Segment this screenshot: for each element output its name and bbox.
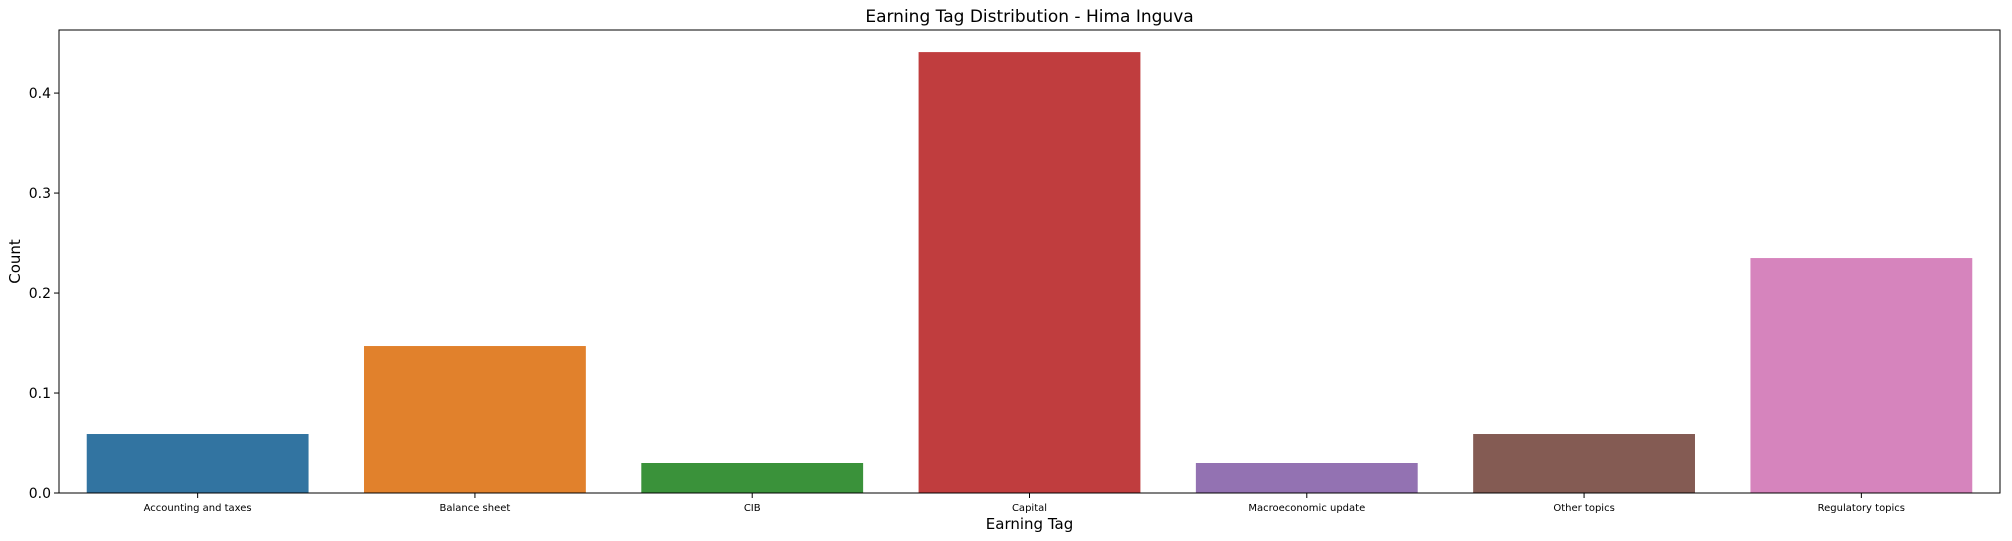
bar-cib <box>641 463 864 493</box>
x-tick-label: CIB <box>744 503 761 514</box>
x-tick-label: Macroeconomic update <box>1248 503 1365 514</box>
x-tick-label: Balance sheet <box>440 503 511 514</box>
x-tick-label: Regulatory topics <box>1818 503 1905 514</box>
y-axis-ticks: 0.0 0.1 0.2 0.3 0.4 <box>29 86 59 502</box>
y-tick-label: 0.0 <box>29 486 51 502</box>
x-axis-label: Earning Tag <box>986 515 1073 533</box>
bars-group <box>86 52 1973 494</box>
chart-title: Earning Tag Distribution - Hima Inguva <box>865 7 1193 27</box>
x-axis-ticks: Accounting and taxes Balance sheet CIB Capi… <box>144 493 1905 514</box>
bar-regulatory-topics <box>1750 258 1973 493</box>
plot-frame <box>58 29 2001 494</box>
bar-accounting-and-taxes <box>86 434 309 493</box>
x-tick-label: Accounting and taxes <box>144 503 252 514</box>
bar-other-topics <box>1473 434 1695 493</box>
y-axis-label: Count <box>6 239 24 284</box>
x-tick-label: Capital <box>1012 503 1047 514</box>
y-tick-label: 0.3 <box>29 186 51 202</box>
x-tick-label: Other topics <box>1553 503 1614 514</box>
bar-capital <box>918 52 1141 494</box>
y-tick-label: 0.4 <box>29 86 51 102</box>
y-tick-label: 0.2 <box>29 286 51 302</box>
bar-balance-sheet <box>364 346 586 493</box>
y-tick-label: 0.1 <box>29 386 51 402</box>
bar-macroeconomic-update <box>1195 463 1418 493</box>
